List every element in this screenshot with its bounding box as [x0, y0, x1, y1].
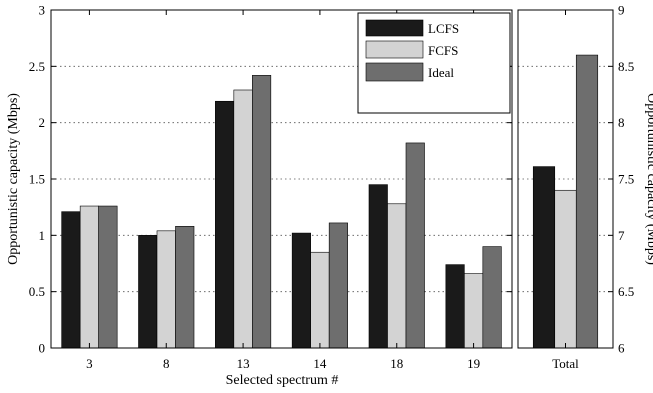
right-y-axis-label: Opportunistic capacity (Mbps)	[644, 93, 653, 265]
y-axis-label: Opportunistic capacity (Mbps)	[6, 93, 21, 265]
x-tick-label: 8	[163, 356, 170, 371]
x-tick-label: 3	[86, 356, 93, 371]
bar-fcfs-total	[554, 189, 577, 349]
bar-lcfs-total	[532, 166, 556, 349]
bar-fcfs-8	[156, 230, 176, 349]
bar-ideal-18	[405, 142, 425, 349]
ticks: 0 0.5 1 1.5 2 2.5 3 3 8 13 14 18 19	[29, 3, 512, 371]
right-y-tick-label: 9	[618, 3, 625, 18]
y-tick-label: 3	[39, 3, 46, 18]
right-y-tick-label: 6	[618, 341, 625, 356]
legend-label-ideal: Ideal	[428, 65, 454, 80]
bar-ideal-8	[175, 226, 195, 349]
right-y-tick-label: 8.5	[618, 59, 634, 74]
bar-lcfs-14	[291, 232, 311, 349]
bar-ideal-14	[328, 222, 348, 349]
total-chart-panel: 6 6.5 7 7.5 8 8.5 9 Total Opportunistic capacit…	[517, 3, 653, 372]
bar-lcfs-3	[61, 211, 81, 349]
legend-label-fcfs: FCFS	[428, 43, 458, 58]
bar-ideal-total	[575, 54, 599, 349]
x-tick-label: 14	[313, 356, 327, 371]
y-tick-label: 1.5	[29, 172, 45, 187]
legend-swatch-ideal	[365, 62, 424, 82]
ticks: 6 6.5 7 7.5 8 8.5 9 Total	[552, 3, 634, 372]
y-tick-label: 2	[39, 115, 46, 130]
legend: LCFS FCFS Ideal	[357, 12, 511, 114]
bar-lcfs-19	[445, 264, 465, 349]
legend-swatch-lcfs	[365, 19, 424, 37]
x-tick-label: 18	[390, 356, 403, 371]
bar-fcfs-19	[464, 273, 484, 349]
bar-fcfs-13	[233, 89, 253, 349]
right-y-tick-label: 6.5	[618, 284, 634, 299]
right-y-tick-label: 7	[618, 228, 625, 243]
bar-ideal-13	[252, 75, 272, 349]
y-tick-label: 0.5	[29, 284, 45, 299]
bar-lcfs-13	[215, 100, 235, 349]
grid-lines	[51, 65, 512, 293]
legend-label-lcfs: LCFS	[428, 21, 459, 36]
bar-ideal-3	[98, 205, 118, 349]
right-y-tick-label: 8	[618, 115, 625, 130]
x-axis-label: Selected spectrum #	[226, 373, 339, 388]
bars	[532, 54, 599, 349]
bars	[61, 75, 502, 349]
y-tick-label: 1	[39, 228, 46, 243]
x-tick-label: 13	[237, 356, 250, 371]
right-y-tick-label: 7.5	[618, 172, 634, 187]
y-tick-label: 2.5	[29, 59, 45, 74]
bar-fcfs-18	[387, 203, 407, 349]
legend-swatch-fcfs	[365, 40, 424, 59]
x-tick-label: 19	[467, 356, 480, 371]
bar-lcfs-8	[138, 235, 158, 349]
bar-lcfs-18	[368, 184, 388, 349]
bar-ideal-19	[482, 246, 502, 349]
spectrum-chart-panel: 0 0.5 1 1.5 2 2.5 3 3 8 13 14 18 19 Opportunistic ca…	[6, 3, 513, 388]
bar-fcfs-3	[79, 205, 99, 349]
x-tick-label: Total	[552, 356, 579, 371]
bar-fcfs-14	[310, 251, 330, 349]
y-tick-label: 0	[39, 341, 46, 356]
